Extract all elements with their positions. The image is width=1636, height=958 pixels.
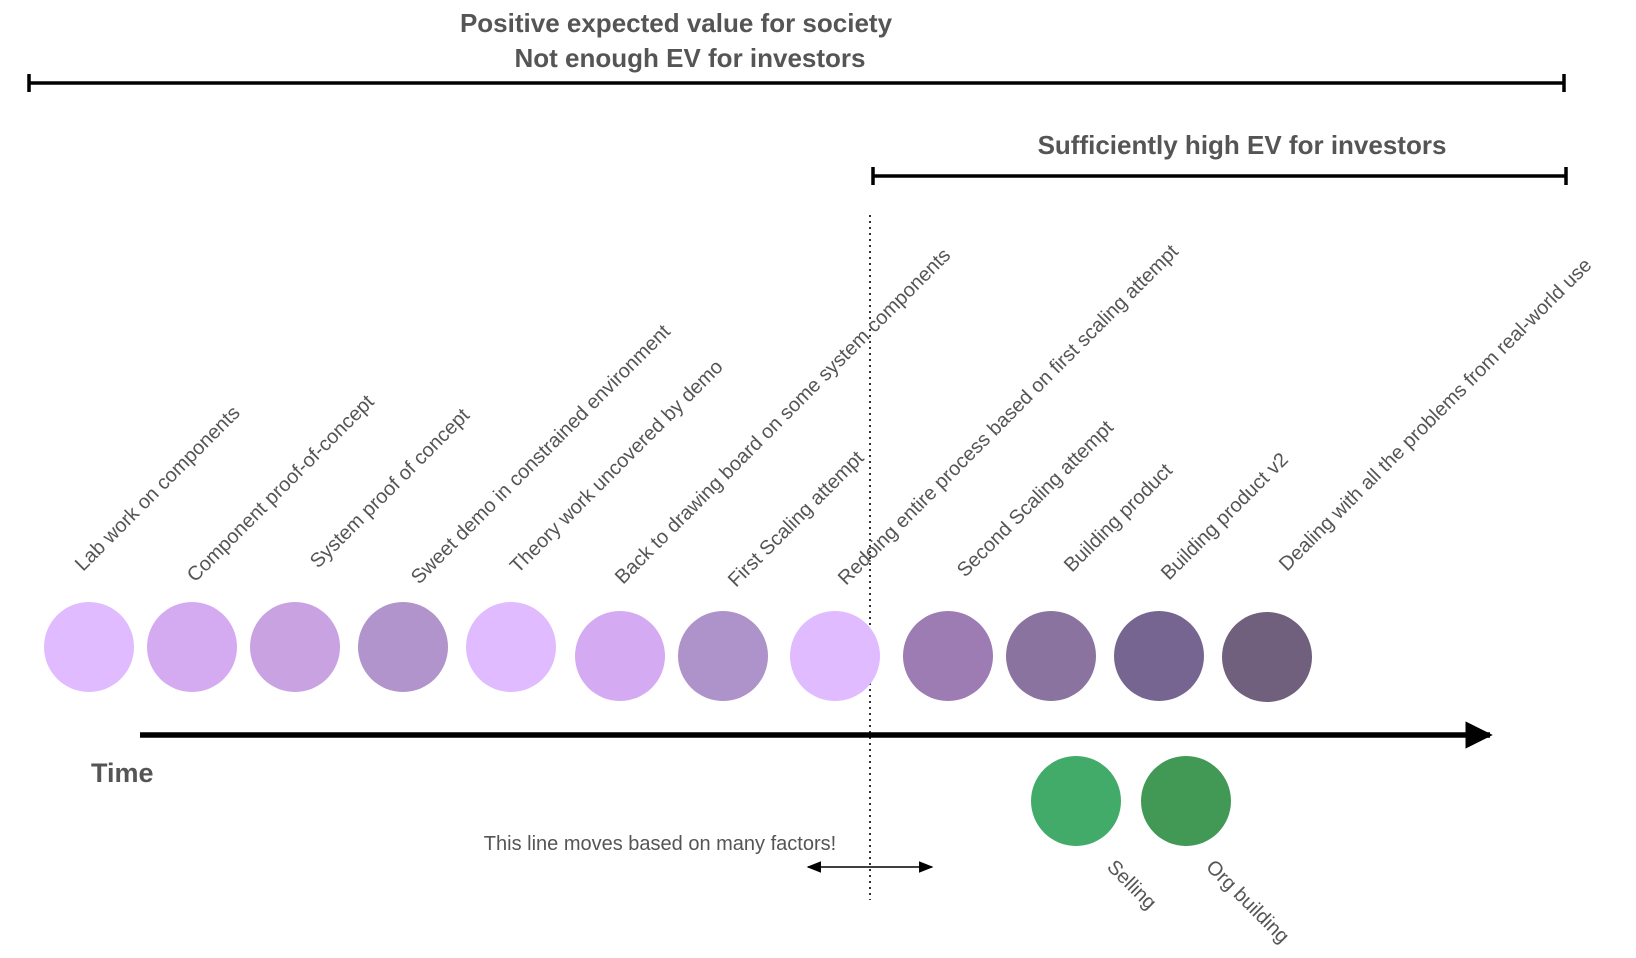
stage-dot-10 (1006, 611, 1096, 701)
stage-dot-5 (466, 602, 556, 692)
stage-dot-3 (250, 602, 340, 692)
org-building-label: Org building (1201, 856, 1293, 948)
society-header-line2: Not enough EV for investors (514, 43, 865, 73)
stage-label-11: Building product v2 (1157, 449, 1293, 585)
stage-dot-6 (575, 611, 665, 701)
side-stage-circles (1031, 756, 1231, 846)
stage-labels: Lab work on components Component proof-o… (71, 240, 1596, 591)
moving-line-note: This line moves based on many factors! (484, 833, 836, 855)
stage-dot-4 (358, 602, 448, 692)
society-span-bracket (27, 74, 1566, 92)
investors-header: Sufficiently high EV for investors (1038, 130, 1447, 160)
time-axis-label: Time (91, 758, 154, 788)
stage-dot-11 (1114, 611, 1204, 701)
stage-dot-9 (903, 611, 993, 701)
society-header-line1: Positive expected value for society (460, 8, 893, 38)
stage-dot-7 (678, 611, 768, 701)
stage-label-10: Building product (1060, 459, 1177, 576)
stage-dot-2 (147, 602, 237, 692)
stage-label-12: Dealing with all the problems from real-… (1275, 254, 1596, 575)
stage-dot-12 (1222, 612, 1312, 702)
stage-circles (44, 602, 1312, 702)
stage-dot-1 (44, 602, 134, 692)
investors-span-bracket (871, 167, 1568, 185)
stage-dot-8 (790, 611, 880, 701)
selling-label: Selling (1102, 856, 1160, 914)
org-building-dot (1141, 756, 1231, 846)
selling-dot (1031, 756, 1121, 846)
